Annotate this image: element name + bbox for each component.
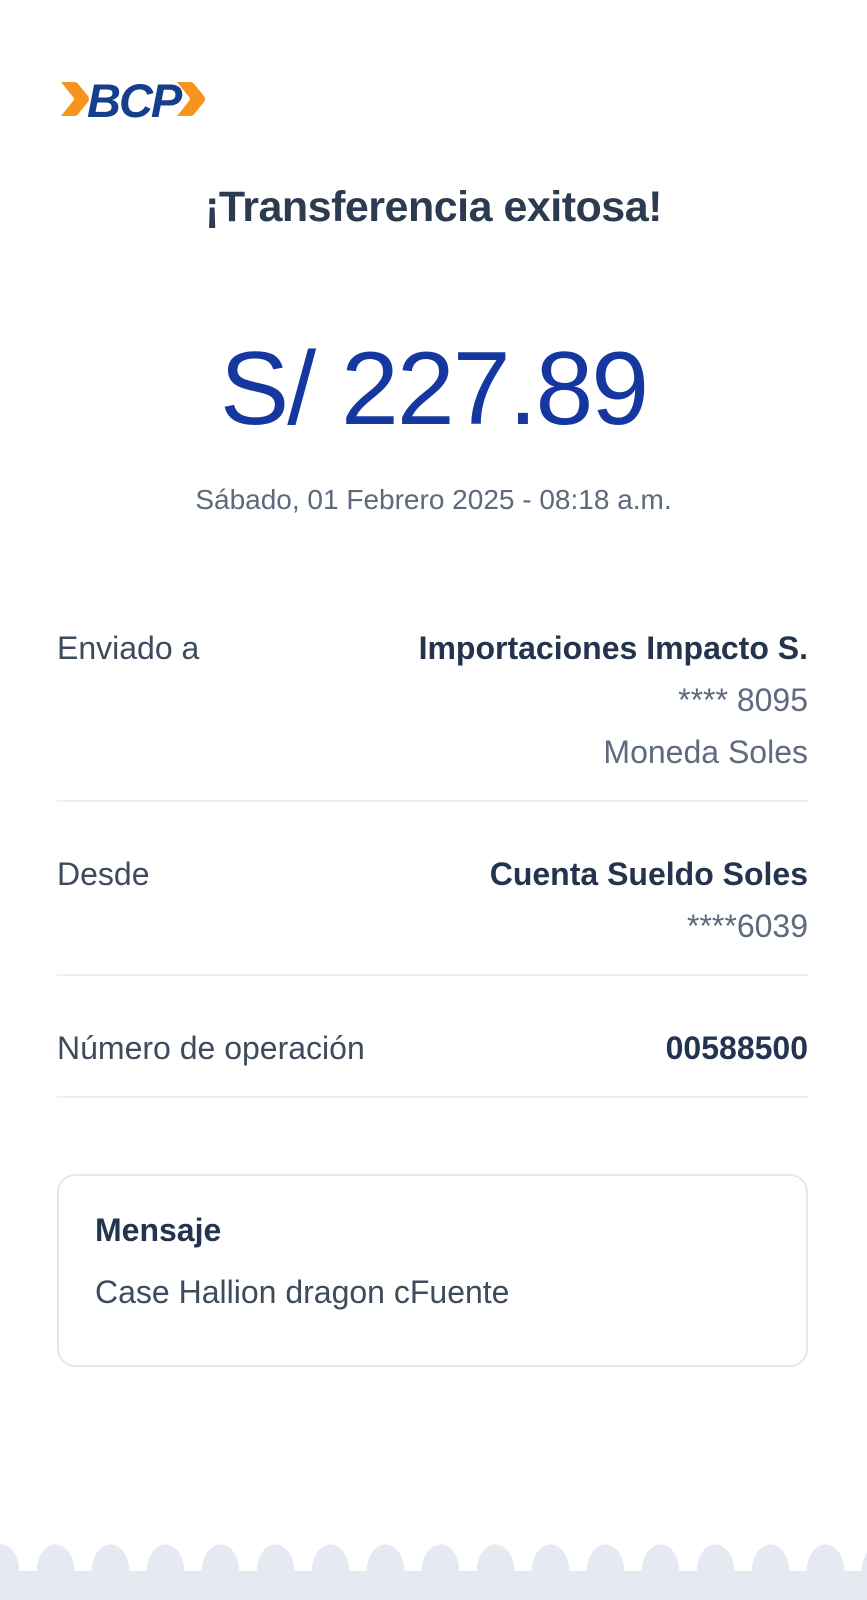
operation-values: 00588500	[666, 1022, 808, 1074]
from-values: Cuenta Sueldo Soles ****6039	[490, 848, 808, 952]
recipient-name: Importaciones Impacto S.	[418, 630, 808, 666]
from-label: Desde	[57, 856, 150, 892]
page-title: ¡Transferencia exitosa!	[205, 183, 662, 231]
message-text: Case Hallion dragon cFuente	[95, 1274, 510, 1310]
message-card: Mensaje Case Hallion dragon cFuente	[57, 1174, 808, 1367]
operation-number: 00588500	[665, 1030, 808, 1066]
bcp-chevron-right-icon	[177, 82, 205, 116]
receipt-ticket-edge	[0, 1543, 867, 1600]
recipient-currency: Moneda Soles	[603, 734, 808, 770]
transfer-datetime: Sábado, 01 Febrero 2025 - 08:18 a.m.	[195, 484, 672, 515]
operation-label: Número de operación	[57, 1030, 365, 1066]
scallop-edge	[0, 1543, 867, 1571]
footer-background	[0, 1571, 867, 1600]
recipient-account-masked: **** 8095	[678, 682, 808, 718]
source-account-name: Cuenta Sueldo Soles	[489, 856, 808, 892]
sent-to-values: Importaciones Impacto S. **** 8095 Moned…	[419, 622, 808, 778]
bcp-logo-text: BCP	[87, 74, 183, 126]
sent-to-label: Enviado a	[57, 630, 200, 666]
transfer-amount: S/ 227.89	[219, 331, 649, 447]
bcp-logo: BCP	[61, 74, 205, 126]
bcp-chevron-left-icon	[61, 82, 89, 116]
detail-row-sent-to: Enviado a Importaciones Impacto S. **** …	[57, 622, 808, 802]
source-account-masked: ****6039	[687, 908, 808, 944]
message-label: Mensaje	[95, 1212, 222, 1248]
detail-row-operation: Número de operación 00588500	[57, 976, 808, 1098]
detail-row-from: Desde Cuenta Sueldo Soles ****6039	[57, 802, 808, 976]
transfer-details: Enviado a Importaciones Impacto S. **** …	[57, 622, 808, 1098]
